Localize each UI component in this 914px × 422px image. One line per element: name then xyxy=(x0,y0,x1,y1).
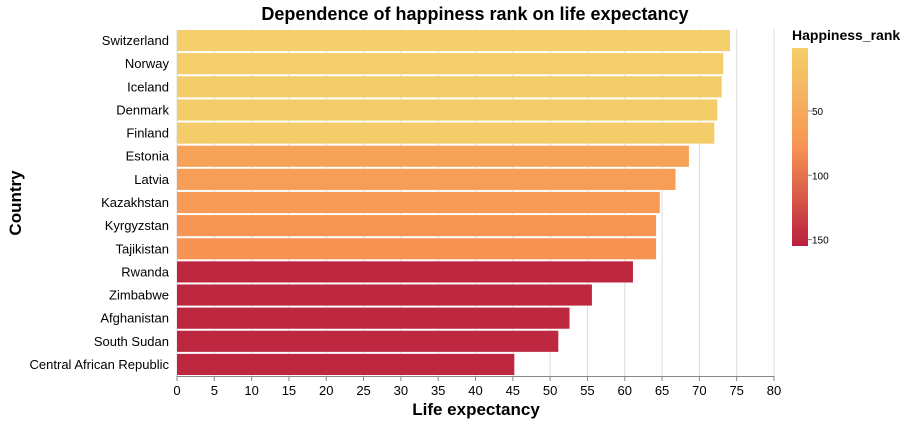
bar-estonia xyxy=(177,145,689,167)
bar-norway xyxy=(177,53,724,75)
x-tick-label: 10 xyxy=(244,383,258,398)
bar-denmark xyxy=(177,99,718,121)
x-tick-label: 15 xyxy=(282,383,296,398)
bar-rwanda xyxy=(177,261,633,283)
category-label: Tajikistan xyxy=(116,241,169,256)
x-tick-label: 80 xyxy=(767,383,781,398)
category-label: Estonia xyxy=(126,149,170,164)
bar-switzerland xyxy=(177,30,730,52)
category-label: Latvia xyxy=(134,172,169,187)
bar-latvia xyxy=(177,168,676,190)
category-label: Zimbabwe xyxy=(109,288,169,303)
legend-gradient-bar xyxy=(792,48,808,246)
bars xyxy=(177,30,730,375)
x-tick-label: 50 xyxy=(543,383,557,398)
legend-tick-label: 50 xyxy=(812,107,824,118)
category-labels: Switzerland Norway Iceland Denmark Finland Es… xyxy=(30,33,170,372)
bar-central-african-republic xyxy=(177,353,515,375)
x-tick-label: 75 xyxy=(729,383,743,398)
category-label: Finland xyxy=(126,126,169,141)
category-label: Afghanistan xyxy=(100,311,169,326)
legend-tick-label: 100 xyxy=(812,171,829,182)
legend-tick-label: 150 xyxy=(812,236,829,247)
x-tick-label: 5 xyxy=(211,383,218,398)
x-tick-label: 65 xyxy=(655,383,669,398)
category-label: Kyrgyzstan xyxy=(105,218,169,233)
x-tick-label: 40 xyxy=(468,383,482,398)
category-label: Kazakhstan xyxy=(101,195,169,210)
category-label: Norway xyxy=(125,56,170,71)
category-label: Iceland xyxy=(127,79,169,94)
category-label: South Sudan xyxy=(94,334,169,349)
x-tick-label: 30 xyxy=(394,383,408,398)
bar-finland xyxy=(177,122,715,144)
x-tick-label: 45 xyxy=(506,383,520,398)
legend: Happiness_rank 50 100 150 xyxy=(792,27,900,247)
bar-zimbabwe xyxy=(177,284,592,306)
x-tick-label: 70 xyxy=(692,383,706,398)
category-label: Rwanda xyxy=(121,264,169,279)
bar-kyrgyzstan xyxy=(177,215,657,237)
y-axis-title: Country xyxy=(6,170,25,236)
bar-south-sudan xyxy=(177,330,559,352)
x-tick-label: 25 xyxy=(356,383,370,398)
x-axis: 0 5 10 15 20 25 30 35 40 45 50 55 60 65 70 75 80 xyxy=(173,376,781,398)
category-label: Central African Republic xyxy=(30,357,170,372)
bar-kazakhstan xyxy=(177,191,660,214)
x-axis-title: Life expectancy xyxy=(412,400,540,419)
legend-title: Happiness_rank xyxy=(792,27,900,43)
chart-title: Dependence of happiness rank on life exp… xyxy=(261,4,688,24)
x-tick-label: 60 xyxy=(618,383,632,398)
x-tick-label: 55 xyxy=(580,383,594,398)
bar-afghanistan xyxy=(177,307,570,329)
bar-tajikistan xyxy=(177,238,657,260)
x-tick-label: 35 xyxy=(431,383,445,398)
bar-iceland xyxy=(177,76,722,98)
x-tick-label: 20 xyxy=(319,383,333,398)
category-label: Denmark xyxy=(116,102,169,117)
category-label: Switzerland xyxy=(102,33,169,48)
x-tick-label: 0 xyxy=(173,383,180,398)
